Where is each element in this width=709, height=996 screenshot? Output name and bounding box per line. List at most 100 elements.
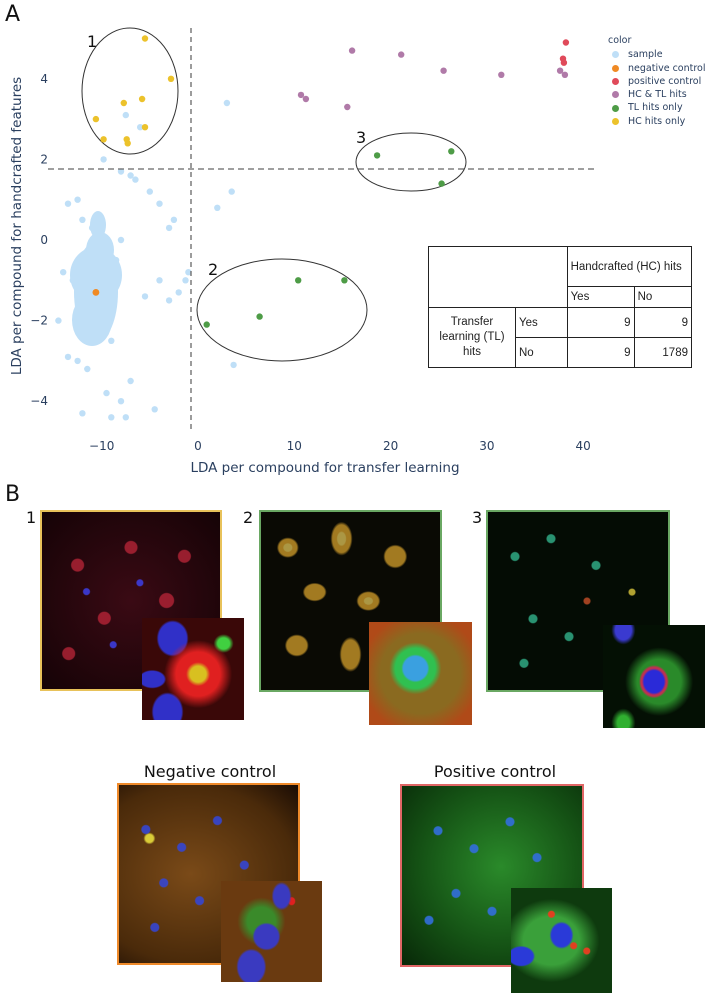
data-point — [127, 172, 134, 179]
data-point — [341, 277, 348, 284]
data-point — [60, 269, 67, 276]
data-point — [108, 414, 115, 421]
data-point — [74, 357, 81, 365]
image-2-label: 2 — [243, 508, 254, 527]
y-axis-ticks: −4 −2 0 2 4 — [30, 72, 48, 408]
data-point — [103, 389, 110, 397]
data-point — [151, 406, 158, 413]
table-row-no: No — [515, 337, 568, 368]
positive-control-title: Positive control — [433, 762, 557, 781]
data-point — [175, 289, 182, 296]
legend-label: HC hits only — [628, 115, 686, 127]
legend-dot-icon — [612, 104, 619, 112]
x-axis-title: LDA per compound for transfer learning — [190, 460, 459, 476]
data-point — [100, 136, 107, 143]
data-point — [117, 236, 125, 244]
x-tick-label: 30 — [479, 439, 494, 453]
table-col-no: No — [633, 286, 693, 308]
panel-a-label: A — [5, 2, 21, 27]
data-point — [100, 156, 107, 163]
legend-dot-icon — [612, 51, 619, 59]
legend-item-sample[interactable]: sample — [608, 48, 706, 61]
data-point — [122, 414, 129, 421]
data-point — [84, 365, 91, 373]
data-point — [156, 277, 163, 284]
data-point — [156, 200, 163, 207]
negative-control-point — [92, 288, 100, 296]
y-tick-label: 4 — [40, 72, 48, 86]
data-point — [120, 99, 128, 107]
data-point — [440, 67, 447, 74]
cluster-2-label: 2 — [208, 260, 218, 279]
data-point — [117, 168, 125, 175]
y-tick-label: 0 — [40, 233, 48, 247]
data-point — [560, 59, 568, 66]
data-point — [137, 124, 144, 131]
legend-item-hc-hits-only[interactable]: HC hits only — [608, 115, 706, 128]
data-point — [230, 361, 237, 369]
legend-dot-icon — [612, 78, 619, 86]
data-point — [302, 95, 310, 103]
data-point — [141, 124, 149, 131]
scatter-plot: 1 2 3 −10 0 10 20 30 40 −4 −2 0 2 4 LDA per compo… — [9, 27, 598, 476]
data-point — [448, 148, 455, 155]
legend-title: color — [608, 35, 632, 46]
data-point — [498, 71, 505, 79]
legend-item-tl-hits-only[interactable]: TL hits only — [608, 101, 706, 114]
data-point — [74, 196, 81, 203]
microscopy-inset-1 — [142, 618, 244, 720]
x-tick-label: 0 — [194, 439, 202, 453]
legend-dot-icon — [612, 64, 619, 72]
data-point — [556, 67, 564, 74]
data-point — [348, 47, 356, 54]
data-point — [214, 204, 221, 211]
microscopy-inset-3 — [603, 625, 705, 728]
x-axis-ticks: −10 0 10 20 30 40 — [89, 439, 591, 453]
data-point — [256, 313, 263, 320]
data-point — [203, 321, 210, 328]
table-empty-corner — [428, 246, 568, 308]
table-cell-yes-no: 9 — [633, 307, 693, 338]
data-point — [182, 277, 189, 284]
legend-label: HC & TL hits — [628, 89, 687, 101]
x-tick-label: 40 — [576, 439, 591, 453]
table-col-yes: Yes — [566, 286, 635, 308]
legend-label: positive control — [628, 75, 702, 87]
data-point — [141, 35, 149, 42]
data-point — [124, 140, 131, 147]
data-point — [55, 317, 62, 324]
data-point — [165, 297, 173, 304]
cluster-1-ellipse — [81, 27, 179, 155]
table-cell-no-no: 1789 — [633, 337, 693, 368]
data-point — [167, 75, 175, 83]
negative-control-title: Negative control — [143, 762, 277, 781]
legend-label: negative control — [628, 62, 706, 74]
legend-dot-icon — [612, 117, 619, 125]
legend: color sample negative control positive c… — [608, 34, 706, 128]
x-tick-label: −10 — [89, 439, 114, 453]
data-point — [438, 180, 445, 187]
data-point — [344, 103, 351, 111]
y-tick-label: −4 — [30, 394, 48, 408]
data-point — [398, 51, 405, 58]
cluster-1-label: 1 — [87, 32, 97, 51]
data-point — [170, 216, 178, 223]
data-point — [117, 398, 125, 405]
data-point — [79, 410, 86, 417]
negative-control-inset — [221, 881, 322, 982]
data-point — [108, 337, 115, 344]
legend-item-negative-control[interactable]: negative control — [608, 62, 706, 75]
data-point — [146, 188, 153, 195]
legend-item-positive-control[interactable]: positive control — [608, 75, 706, 88]
legend-dot-icon — [612, 91, 619, 99]
cluster-2-ellipse — [196, 258, 368, 362]
table-cell-yes-yes: 9 — [566, 307, 635, 338]
data-point — [141, 293, 149, 300]
table-cell-no-yes: 9 — [566, 337, 635, 368]
legend-label: sample — [628, 49, 663, 61]
legend-label: TL hits only — [628, 102, 683, 114]
table-col-header: Handcrafted (HC) hits — [566, 246, 693, 287]
data-point — [228, 188, 235, 195]
legend-item-hc-tl-hits[interactable]: HC & TL hits — [608, 88, 706, 101]
contingency-table: Handcrafted (HC) hits Yes No Transfer le… — [428, 246, 693, 368]
